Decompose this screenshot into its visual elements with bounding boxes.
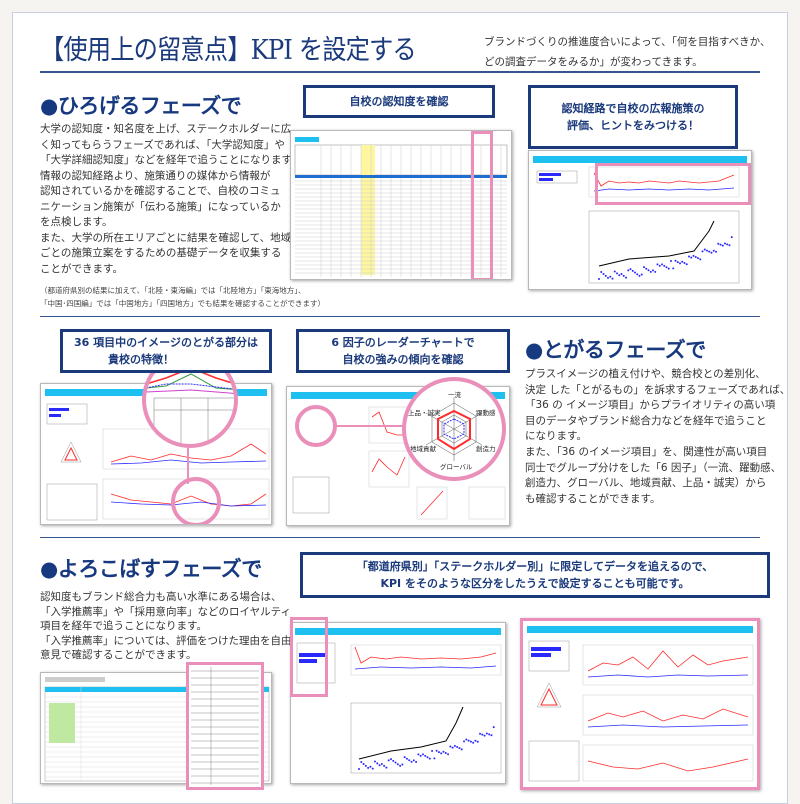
note-line: （都道府県別の結果に加えて、「北陸・東海編」では「北陸地方」「東海地方」、 <box>40 286 306 295</box>
radar-label: 上品・誠実 <box>408 409 441 417</box>
stakeholder-sketch <box>528 640 754 782</box>
highlight-frame <box>595 163 751 205</box>
body-line: 「大学詳細認知度」などを経年で追うことになります。 <box>40 154 302 166</box>
magnifier-circle-radar: 一流 躍動感 創造力 グローバル 地域貢献 上品・誠実 <box>402 377 506 481</box>
intro-line: ブランドづくりの推進度合いによって、「何を目指すべきか、 <box>484 36 771 48</box>
section-heading-yorokobasu: ●よろこばすフェーズで <box>40 557 262 581</box>
body-line: 意見で確認することができます。 <box>40 649 197 662</box>
section-body-hirogeru: 大学の認知度・知名度を上げ、ステークホルダーに広 く知ってもらうフェーズであれば、… <box>40 122 301 277</box>
section-note-hirogeru: （都道府県別の結果に加えて、「北陸・東海編」では「北陸地方」「東海地方」、 「中… <box>40 284 325 310</box>
callout-line: 6 因子のレーダーチャートで <box>331 336 475 349</box>
section-body-yorokobasu: 認知度もブランド総合力も高い水準にある場合は、 「入学推薦率」や「採用意向率」など… <box>40 590 291 663</box>
highlight-frame <box>290 617 328 697</box>
note-line: 「中国･四国編」では「中国地方」「四国地方」でも結果を確認することができます） <box>40 299 325 308</box>
body-line: 大学の認知度・知名度を上げ、ステークホルダーに広 <box>40 123 292 135</box>
body-line: 認知されているかを確認することで、自校のコミュ <box>40 185 281 197</box>
body-line: く知ってもらうフェーズであれば、「大学認知度」や <box>40 138 285 151</box>
body-line: また、「36 のイメージ項目」を、関連性が高い項目 <box>525 445 768 458</box>
callout-line: KPI をそのような区分をしたうえで設定することも可能です。 <box>380 577 690 590</box>
report-thumbnail-awareness-route <box>528 150 752 290</box>
callout-awareness: 自校の認知度を確認 <box>303 85 495 118</box>
callout-line: 36 項目中のイメージのとがる部分は <box>74 336 258 349</box>
body-line: ごとの施策立案をするための基礎データを収集する <box>40 247 282 259</box>
callout-line: 貴校の特徴！ <box>108 353 174 366</box>
body-line: プラスイメージの植え付けや、競合校との差別化、 <box>525 368 766 380</box>
body-line: 同士でグループ分けをした「6 因子」（一流、躍動感、 <box>525 461 782 474</box>
page-title: 【使用上の留意点】KPI を設定する <box>40 35 417 66</box>
body-line: 決定 した「とがるもの」を訴求するフェーズであれば、 <box>525 383 791 396</box>
report-thumbnail-stakeholder <box>520 618 760 790</box>
body-line: 目のデータやブランド総合力などを経年で追うこと <box>525 414 767 427</box>
body-line: 創造力、グローバル、地域貢献、上品・誠実）から <box>525 477 767 490</box>
radar-label: 創造力 <box>476 445 496 453</box>
magnifier-connector <box>187 448 189 484</box>
radar-label: 地域貢献 <box>410 445 436 453</box>
radar-label: グローバル <box>440 463 473 471</box>
radar-label: 一流 <box>448 391 461 399</box>
body-line: ことができます。 <box>40 262 123 275</box>
body-line: を点検します。 <box>40 216 113 228</box>
magnifier-source-circle <box>295 405 337 447</box>
radar-label: 躍動感 <box>476 409 496 417</box>
magnifier-connector <box>336 425 408 427</box>
callout-line: 「都道府県別」「ステークホルダー別」に限定してデータを追えるので、 <box>356 560 714 573</box>
callout-six-factors: 6 因子のレーダーチャートで 自校の強みの傾向を確認 <box>296 329 510 373</box>
line-and-scatter-sketch <box>536 166 740 284</box>
section-heading-hirogeru: ●ひろげるフェーズで <box>40 94 242 118</box>
callout-awareness-route: 認知経路で自校の広報施策の 評価、ヒントをみつける！ <box>528 85 738 149</box>
section-heading-togaru: ●とがるフェーズで <box>525 338 706 362</box>
highlight-frame <box>471 131 493 279</box>
body-line: 「入学推薦率」や「採用意向率」などのロイヤルティ <box>40 605 292 618</box>
callout-image-items: 36 項目中のイメージのとがる部分は 貴校の特徴！ <box>60 329 272 373</box>
radar-chart <box>425 397 483 461</box>
body-line: ニケーション施策が「伝わる施策」になっているか <box>40 200 281 213</box>
callout-line: 認知経路で自校の広報施策の <box>561 102 705 115</box>
intro-line: どの調査データをみるか」が変わってきます。 <box>484 56 703 68</box>
callout-line: 自校の認知度を確認 <box>349 95 449 108</box>
section-divider <box>40 537 760 538</box>
section-body-togaru: プラスイメージの植え付けや、競合校との差別化、決定 した「とがるもの」を訴求する… <box>525 367 790 507</box>
body-line: になります。 <box>525 430 587 443</box>
body-line: 認知度もブランド総合力も高い水準にある場合は、 <box>40 591 282 603</box>
magnifier-source-circle <box>171 477 221 524</box>
highlight-zoom-recommendation <box>186 662 264 790</box>
body-line: も確認することができます。 <box>525 492 661 505</box>
section-divider <box>40 316 760 317</box>
callout-line: 自校の強みの傾向を確認 <box>342 353 464 366</box>
intro-text: ブランドづくりの推進度合いによって、「何を目指すべきか、 どの調査データをみるか… <box>484 32 770 72</box>
recommendation-table-sketch <box>191 667 259 785</box>
callout-segment-kpi: 「都道府県別」「ステークホルダー別」に限定してデータを追えるので、 KPI をそ… <box>300 552 770 598</box>
callout-line: 評価、ヒントをみつける！ <box>567 119 699 132</box>
body-line: また、大学の所在エリアごとに結果を確認して、地域 <box>40 231 292 244</box>
title-divider <box>40 71 760 73</box>
report-thumbnail-awareness-table <box>290 130 512 280</box>
body-line: 「入学推薦率」については、評価をつけた理由を自由 <box>40 634 292 647</box>
body-line: 項目を経年で追うことになります。 <box>40 620 207 633</box>
prefecture-sketch <box>296 642 502 774</box>
body-line: 情報の認知経路より、施策通りの媒体から情報が <box>40 169 271 182</box>
body-line: 「36 の イメージ項目」からプライオリティの高い項 <box>525 399 776 412</box>
